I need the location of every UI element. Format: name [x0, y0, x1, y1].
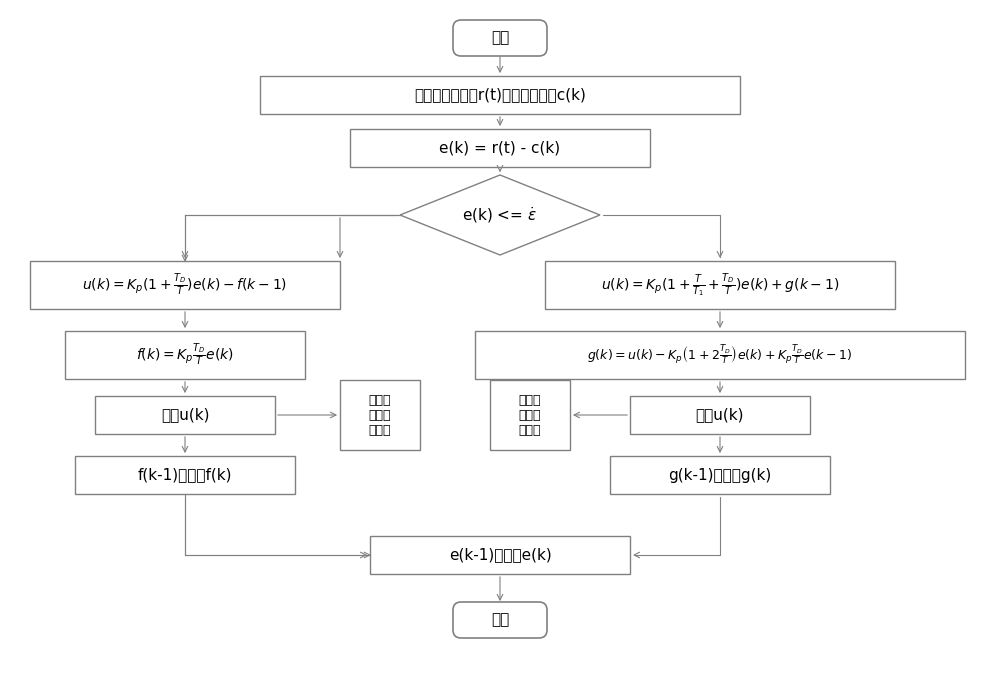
Text: $g(k) = u(k) - K_p\left(1+2\frac{T_D}{T}\right)e(k) + K_p\frac{T_D}{T}e(k-1)$: $g(k) = u(k) - K_p\left(1+2\frac{T_D}{T}…: [587, 344, 853, 366]
Bar: [475, 331, 965, 379]
Bar: [95, 396, 275, 434]
Text: 控制可
控硅输
出功率: 控制可 控硅输 出功率: [369, 393, 391, 437]
Text: 输出u(k): 输出u(k): [161, 407, 209, 423]
Text: $u(k)=K_p(1+\frac{T}{T_1}+\frac{T_D}{T})e(k)+g(k-1)$: $u(k)=K_p(1+\frac{T}{T_1}+\frac{T_D}{T})…: [601, 271, 839, 299]
Bar: [630, 396, 810, 434]
Polygon shape: [400, 175, 600, 255]
Bar: [350, 129, 650, 167]
Bar: [610, 456, 830, 494]
Text: 控制可
控硅输
出功率: 控制可 控硅输 出功率: [519, 393, 541, 437]
Bar: [75, 456, 295, 494]
Text: e(k) = r(t) - c(k): e(k) = r(t) - c(k): [439, 140, 561, 155]
Text: e(k) <= $\dot{\varepsilon}$: e(k) <= $\dot{\varepsilon}$: [462, 205, 538, 225]
Bar: [370, 536, 630, 574]
Text: g(k-1)赋值给g(k): g(k-1)赋值给g(k): [668, 468, 772, 482]
Text: 开始: 开始: [491, 31, 509, 46]
Bar: [30, 261, 340, 309]
Text: f(k-1)赋值给f(k): f(k-1)赋值给f(k): [138, 468, 232, 482]
Text: $f(k) = K_p\frac{T_D}{T}e(k)$: $f(k) = K_p\frac{T_D}{T}e(k)$: [136, 342, 234, 368]
Bar: [340, 380, 420, 450]
Text: e(k-1)赋值给e(k): e(k-1)赋值给e(k): [449, 548, 551, 563]
Bar: [545, 261, 895, 309]
Bar: [65, 331, 305, 379]
Text: $u(k) = K_p(1+\frac{T_D}{T})e(k)-f(k-1)$: $u(k) = K_p(1+\frac{T_D}{T})e(k)-f(k-1)$: [82, 272, 288, 298]
Bar: [490, 380, 570, 450]
FancyBboxPatch shape: [453, 20, 547, 56]
Text: 返回: 返回: [491, 613, 509, 627]
Text: 读取设定温度值r(t)和反馈温度值c(k): 读取设定温度值r(t)和反馈温度值c(k): [414, 87, 586, 103]
Bar: [260, 76, 740, 114]
FancyBboxPatch shape: [453, 602, 547, 638]
Text: 输出u(k): 输出u(k): [696, 407, 744, 423]
